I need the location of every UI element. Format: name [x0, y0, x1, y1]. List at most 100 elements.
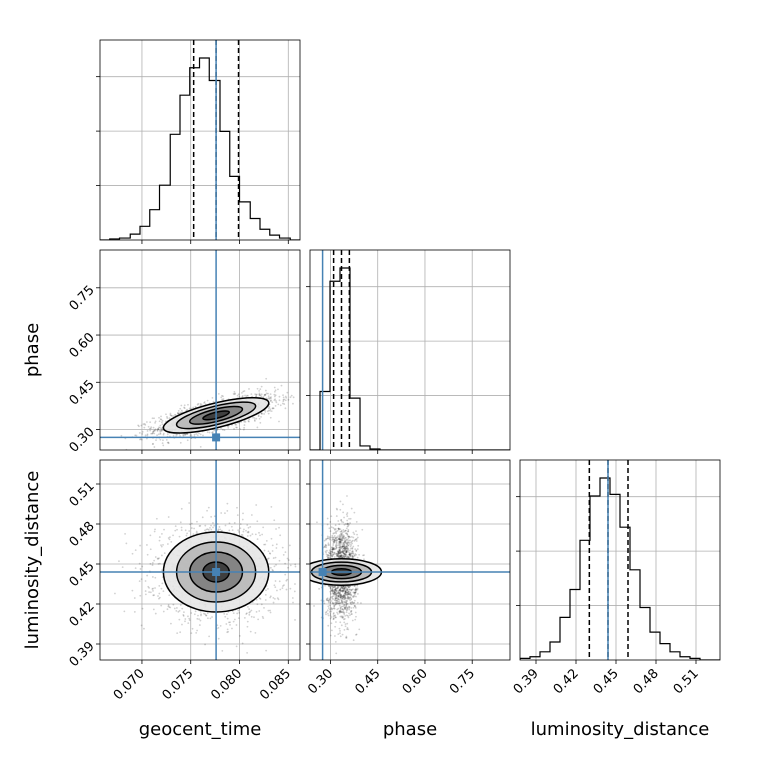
sample-point: [333, 548, 336, 551]
sample-point: [185, 534, 188, 537]
sample-point: [279, 534, 282, 537]
sample-point: [141, 607, 144, 610]
sample-point: [197, 402, 200, 405]
sample-point: [242, 428, 245, 431]
sample-point: [353, 511, 356, 514]
sample-point: [335, 602, 338, 605]
sample-point: [344, 597, 347, 600]
sample-point: [199, 610, 202, 613]
sample-point: [336, 600, 339, 603]
sample-point: [148, 427, 151, 430]
sample-point: [345, 609, 348, 612]
sample-point: [355, 587, 357, 590]
sample-point: [347, 615, 349, 617]
sample-point: [343, 535, 346, 538]
y-tick-label: 0.45: [67, 559, 98, 590]
sample-point: [346, 597, 349, 600]
sample-point: [196, 520, 198, 523]
sample-point: [235, 423, 238, 426]
sample-point: [328, 549, 331, 552]
sample-point: [208, 635, 211, 638]
sample-point: [354, 538, 357, 541]
sample-point: [213, 429, 216, 432]
sample-point: [335, 621, 337, 623]
sample-point: [342, 531, 345, 533]
sample-point: [344, 606, 347, 609]
sample-point: [243, 617, 246, 619]
sample-point: [330, 607, 333, 610]
sample-point: [346, 515, 349, 518]
sample-point: [324, 611, 327, 614]
sample-point: [332, 554, 334, 556]
sample-point: [142, 423, 145, 426]
sample-point: [275, 547, 278, 549]
sample-point: [223, 429, 226, 432]
sample-point: [204, 529, 206, 532]
sample-point: [264, 593, 267, 596]
sample-point: [138, 562, 141, 565]
sample-point: [247, 606, 249, 608]
sample-point: [223, 612, 226, 615]
sample-point: [268, 552, 271, 555]
sample-point: [334, 586, 337, 589]
sample-point: [344, 591, 347, 593]
sample-point: [352, 550, 354, 553]
sample-point: [270, 410, 273, 413]
sample-point: [356, 556, 359, 559]
sample-point: [346, 607, 349, 609]
sample-point: [351, 552, 353, 555]
sample-point: [177, 412, 180, 415]
sample-point: [161, 419, 164, 422]
sample-point: [229, 624, 231, 626]
sample-point: [162, 610, 165, 613]
sample-point: [330, 548, 333, 551]
sample-point: [337, 552, 340, 555]
sample-point: [250, 393, 253, 396]
sample-point: [152, 589, 154, 592]
sample-point: [156, 429, 159, 432]
sample-point: [334, 593, 337, 595]
sample-point: [258, 597, 261, 599]
sample-point: [264, 393, 267, 396]
sample-point: [338, 538, 341, 541]
sample-point: [340, 593, 342, 596]
sample-point: [344, 552, 346, 555]
sample-point: [326, 553, 329, 556]
sample-point: [353, 591, 356, 594]
sample-point: [162, 444, 165, 447]
sample-point: [342, 618, 345, 621]
sample-point: [232, 612, 235, 615]
sample-point: [157, 428, 160, 430]
sample-point: [155, 439, 157, 441]
sample-point: [260, 385, 263, 388]
sample-point: [333, 551, 336, 554]
sample-point: [272, 407, 274, 410]
sample-point: [347, 616, 350, 619]
sample-point: [340, 550, 343, 553]
sample-point: [350, 597, 353, 600]
sample-point: [246, 535, 249, 537]
sample-point: [326, 537, 329, 540]
sample-point: [330, 610, 333, 613]
sample-point: [165, 413, 167, 416]
sample-point: [182, 434, 185, 437]
sample-point: [335, 515, 338, 517]
sample-point: [338, 552, 340, 555]
sample-point: [254, 393, 257, 395]
sample-point: [346, 589, 349, 592]
sample-point: [248, 388, 250, 390]
sample-point: [269, 566, 272, 569]
sample-point: [349, 555, 351, 557]
sample-point: [346, 523, 349, 525]
sample-point: [282, 585, 284, 587]
sample-point: [169, 536, 171, 539]
sample-point: [348, 596, 350, 599]
sample-point: [339, 508, 342, 511]
sample-point: [246, 620, 249, 623]
sample-point: [342, 588, 345, 591]
sample-point: [159, 424, 162, 427]
sample-point: [341, 598, 344, 600]
panel-frame: [99, 459, 301, 661]
sample-point: [339, 621, 342, 624]
sample-point: [349, 599, 352, 602]
